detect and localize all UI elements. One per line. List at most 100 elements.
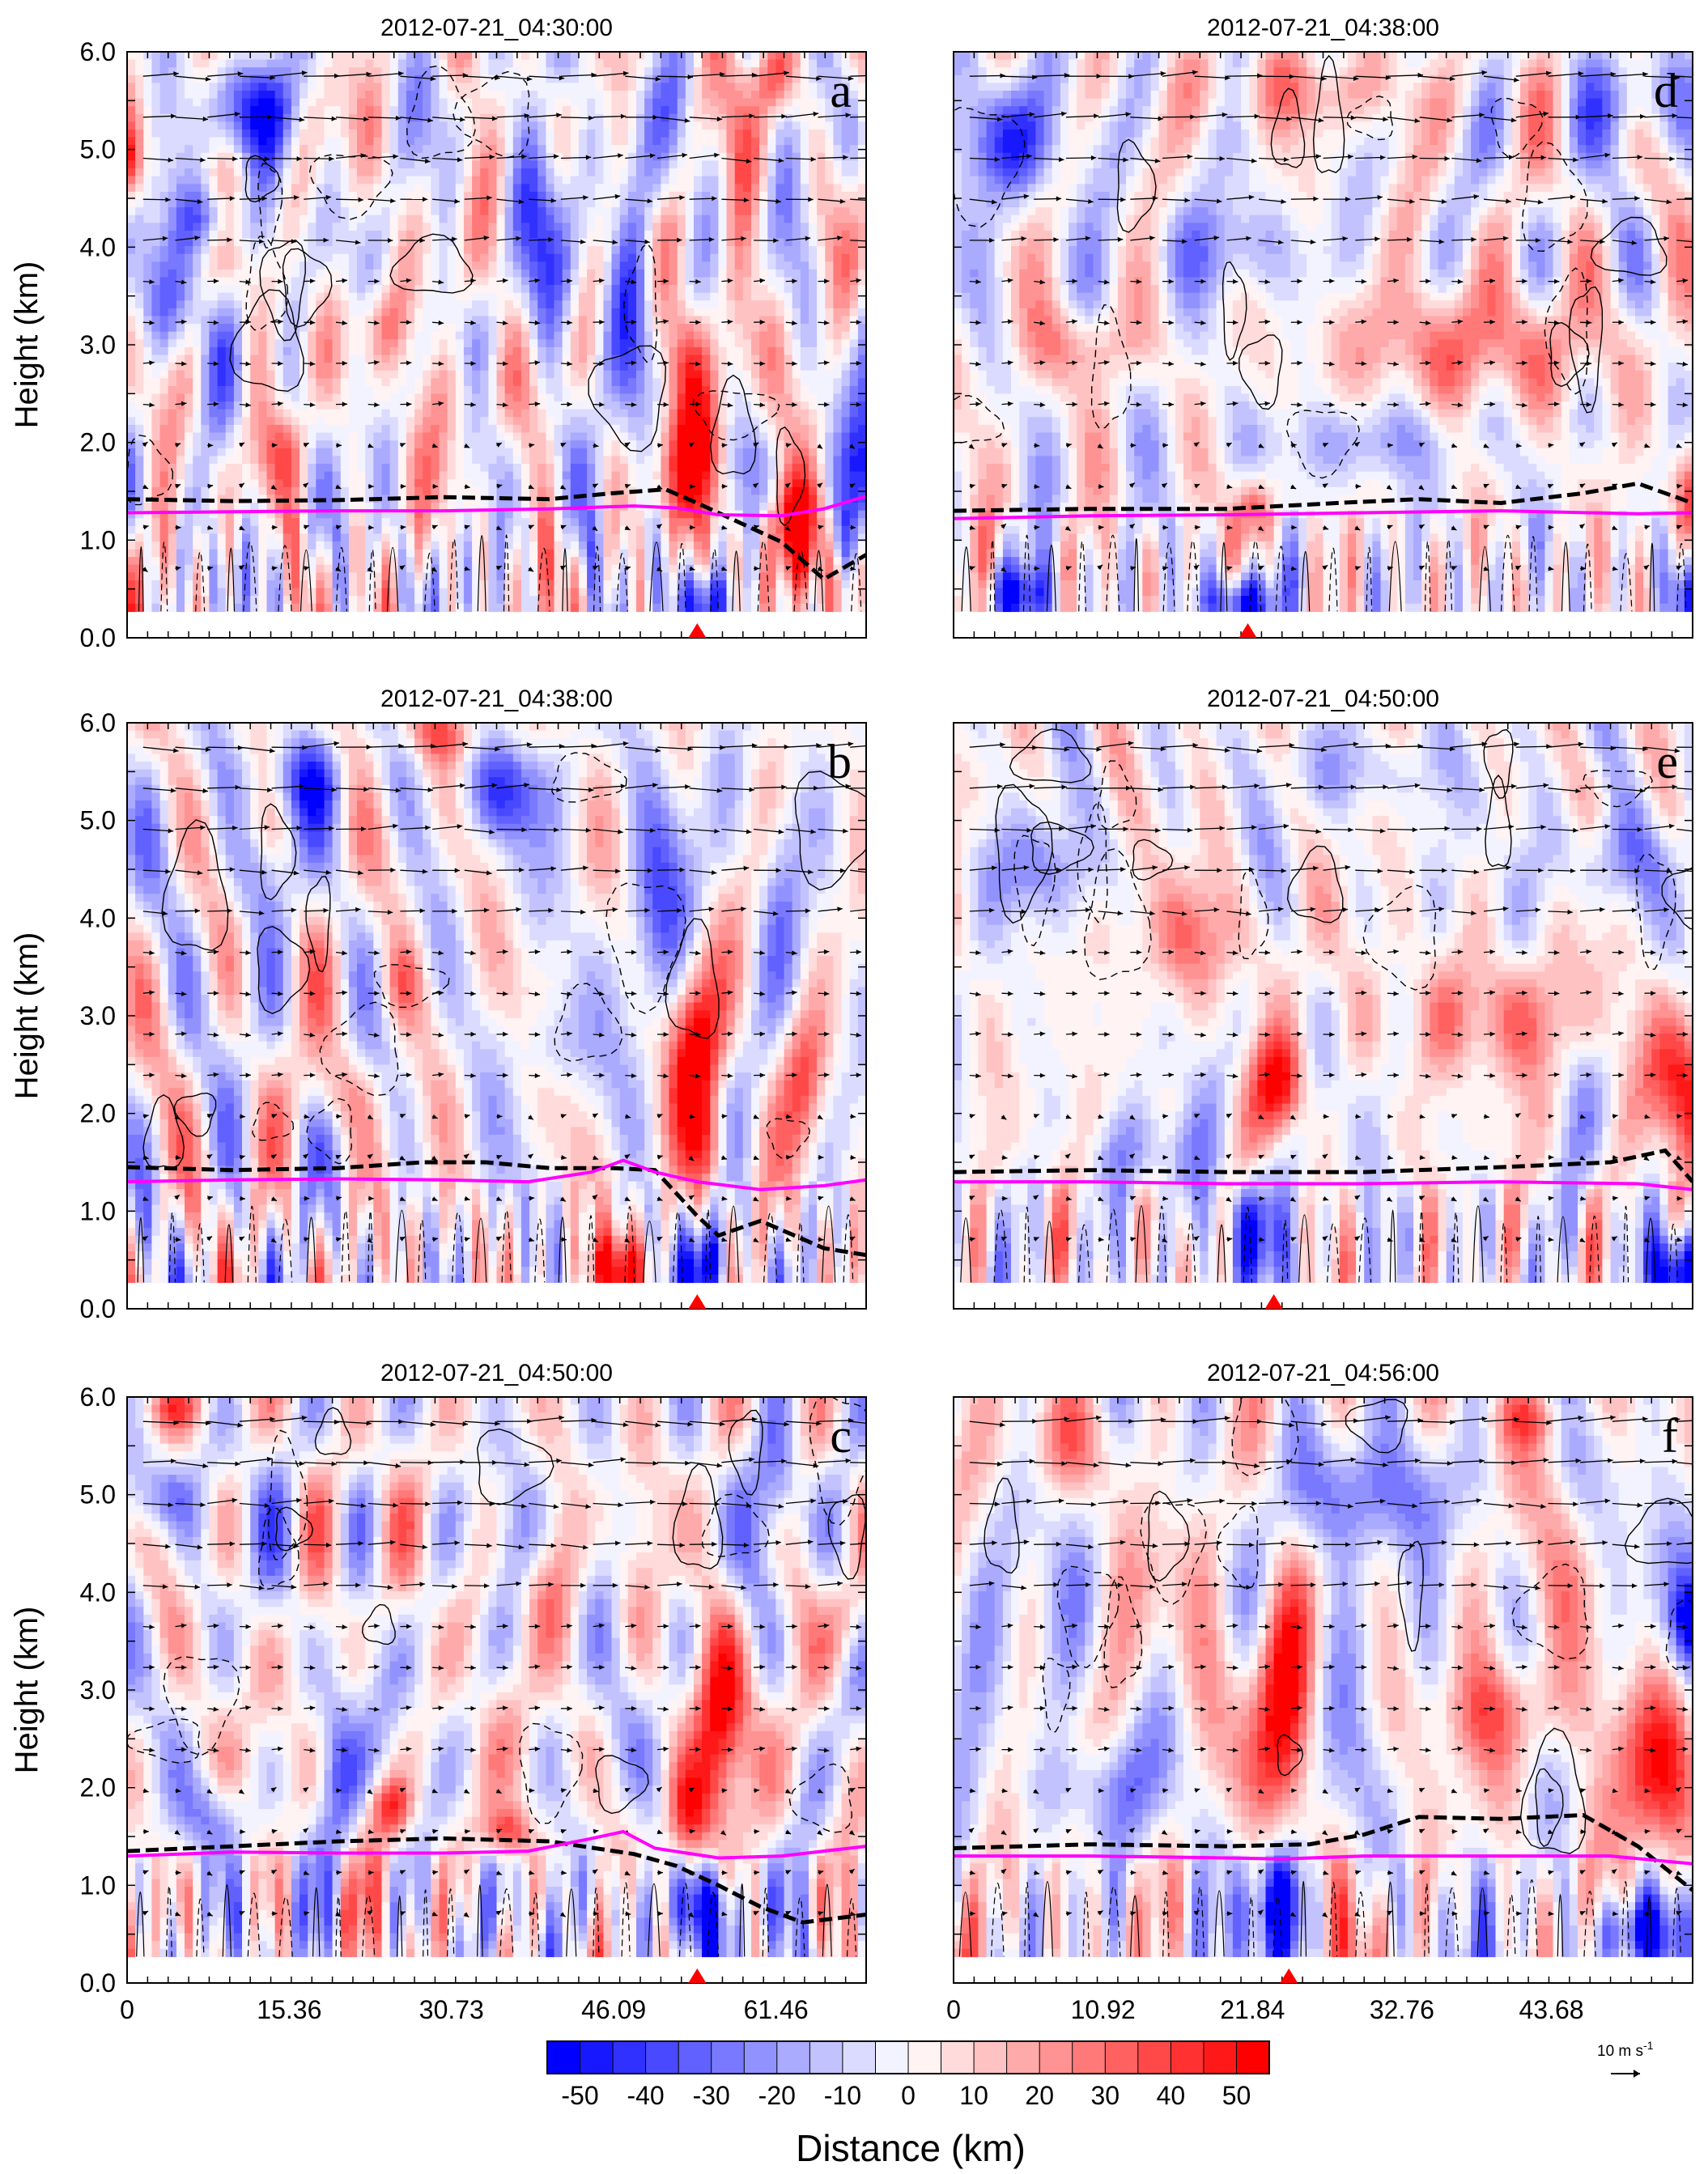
panel-b: 2012-07-21_04:38:00b 0.0 1.0 2.0 3.0 4.0 5.0 6.… [9, 686, 867, 1323]
panel-c-y-tick: 0.0 [80, 1968, 116, 1998]
panel-c-x-tick: 61.46 [744, 1995, 809, 2024]
reference-vector-label: 10 m s-1 [1597, 2039, 1654, 2060]
colorbar-bin [612, 2040, 647, 2074]
panel-d-letter: d [1654, 64, 1678, 117]
panel-a-y-tick: 0.0 [80, 623, 116, 652]
panel-c: 2012-07-21_04:50:00c 0.0 1.0 2.0 3.0 4.0 5.0 6.… [9, 1360, 867, 2024]
panel-d: 2012-07-21_04:38:00d [953, 15, 1693, 639]
colorbar-tick: -50 [561, 2081, 598, 2110]
panel-b-y-tick: 2.0 [80, 1099, 116, 1128]
panel-f-ticks [954, 1396, 1693, 1984]
panel-d-marker [1239, 623, 1257, 638]
panel-c-marker [688, 1968, 707, 1983]
colorbar-bin [580, 2040, 614, 2074]
colorbar-bin [645, 2040, 680, 2074]
panel-c-vectors [142, 1415, 866, 1918]
panel-b-contours [137, 752, 866, 1283]
colorbar-bin [1137, 2040, 1172, 2074]
panel-c-title: 2012-07-21_04:50:00 [380, 1360, 613, 1386]
panel-e-letter: e [1656, 735, 1678, 788]
panels: 2012-07-21_04:30:00a 0.0 1.0 2.0 3.0 4.0 5.0 6.… [9, 15, 1693, 2024]
panel-d-dashed-line [954, 481, 1693, 513]
colorbar-bin [1072, 2040, 1107, 2074]
colorbar-bin [776, 2040, 811, 2074]
panel-e: 2012-07-21_04:50:00e [953, 686, 1693, 1310]
panel-f-vectors [968, 1415, 1693, 1918]
panel-c-y-tick: 4.0 [80, 1577, 116, 1607]
panel-c-ticks [127, 1396, 866, 1984]
colorbar-bin [842, 2040, 877, 2074]
panel-b-ticks [127, 722, 866, 1310]
panel-f-field [954, 1397, 1693, 1958]
panel-c-y-tick: 2.0 [80, 1773, 116, 1802]
colorbar-bin [875, 2040, 909, 2074]
colorbar-bin [809, 2040, 843, 2074]
panel-e-ticks [954, 722, 1693, 1310]
panel-a-y-tick: 1.0 [80, 525, 116, 554]
panel-c-x-tick: 0 [120, 1995, 134, 2024]
colorbar-tick: -30 [693, 2081, 730, 2110]
colorbar-tick: -10 [824, 2081, 861, 2110]
colorbar-bin [1039, 2040, 1073, 2074]
panel-b-dashed-line [127, 1160, 866, 1258]
panel-a-y-tick: 2.0 [80, 428, 116, 457]
reference-vector-arrowhead [1634, 2070, 1640, 2078]
figure-xlabel: Distance (km) [796, 2127, 1026, 2169]
colorbar: -50 -40 -30 -20 -10 0 10 20 30 40 50 [546, 2040, 1270, 2110]
panel-c-y-tick: 6.0 [80, 1382, 116, 1412]
colorbar-tick: 0 [901, 2081, 916, 2110]
panel-c-letter: c [830, 1409, 852, 1463]
colorbar-tick: -20 [758, 2081, 796, 2110]
panel-a-ticks [127, 51, 866, 639]
panel-f-x-tick: 21.84 [1220, 1995, 1285, 2024]
panel-b-ylabel: Height (km) [9, 932, 45, 1100]
panel-c-magenta-line [127, 1829, 866, 1860]
colorbar-bin [711, 2040, 746, 2074]
panel-b-magenta-line [127, 1158, 866, 1191]
colorbar-bin [1203, 2040, 1238, 2074]
colorbar-tick: 50 [1222, 2081, 1251, 2110]
panel-a-y-tick: 6.0 [80, 37, 116, 66]
panel-a-y-tick: 4.0 [80, 232, 116, 261]
panel-a-ylabel: Height (km) [9, 261, 45, 429]
panel-c-contours [127, 1397, 866, 1957]
panel-d-magenta-line [954, 509, 1693, 520]
colorbar-tick: 40 [1157, 2081, 1186, 2110]
colorbar-bin [1170, 2040, 1205, 2074]
colorbar-bin [973, 2040, 1008, 2074]
panel-f-magenta-line [954, 1854, 1693, 1866]
colorbar-bin [546, 2040, 581, 2074]
panel-f-title: 2012-07-21_04:56:00 [1207, 1360, 1439, 1386]
panel-a-dashed-line [127, 487, 866, 582]
panel-d-title: 2012-07-21_04:38:00 [1207, 15, 1439, 41]
colorbar-tick: 30 [1091, 2081, 1120, 2110]
panel-a-letter: a [830, 64, 852, 117]
panel-e-title: 2012-07-21_04:50:00 [1207, 686, 1439, 712]
colorbar-tick: 20 [1025, 2081, 1054, 2110]
panel-c-x-tick: 30.73 [419, 1995, 484, 2024]
panel-a-y-tick: 3.0 [80, 330, 116, 359]
panel-a-field [127, 52, 866, 613]
colorbar-bin [1104, 2040, 1139, 2074]
panel-b-title: 2012-07-21_04:38:00 [380, 686, 613, 712]
panel-a-title: 2012-07-21_04:30:00 [380, 15, 613, 41]
panel-c-field [127, 1397, 866, 1958]
colorbar-tick: -40 [627, 2081, 664, 2110]
panel-a-magenta-line [127, 495, 866, 518]
panel-b-vectors [142, 741, 866, 1244]
panel-f-x-tick: 0 [946, 1995, 961, 2024]
colorbar-bin [1006, 2040, 1041, 2074]
panel-a: 2012-07-21_04:30:00a 0.0 1.0 2.0 3.0 4.0 5.0 6.… [9, 15, 867, 652]
panel-c-y-tick: 3.0 [80, 1675, 116, 1705]
panel-b-field [127, 723, 866, 1284]
panel-e-marker [1264, 1294, 1283, 1309]
reference-vector: 10 m s-1 [1597, 2039, 1654, 2078]
panel-d-ticks [954, 51, 1693, 639]
panel-b-letter: b [827, 735, 852, 788]
panel-c-y-tick: 1.0 [80, 1870, 116, 1900]
panel-b-y-tick: 0.0 [80, 1294, 116, 1323]
colorbar-bin [907, 2040, 942, 2074]
panel-c-dashed-line [127, 1836, 866, 1925]
panel-d-vectors [968, 70, 1693, 573]
